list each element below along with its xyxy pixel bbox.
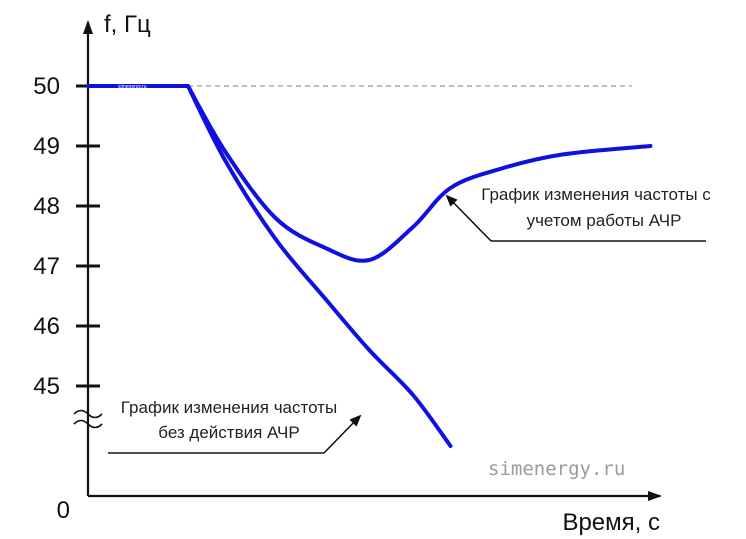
- annotation-without-achr-line-1: График изменения частоты: [121, 398, 337, 417]
- annotation-with-achr-line-1: График изменения частоты с: [481, 185, 711, 204]
- watermark-small: simenergy.ru: [118, 84, 147, 90]
- y-ticks: 50 49 48 47 46 45: [33, 73, 100, 400]
- annotation-without-achr-line-2: без действия АЧР: [158, 423, 299, 442]
- y-tick-label: 50: [33, 73, 60, 100]
- annotation-with-achr: График изменения частоты с учетом работы…: [445, 185, 711, 242]
- y-tick-label: 46: [33, 313, 60, 340]
- annotation-without-achr: График изменения частоты без действия АЧ…: [108, 398, 362, 454]
- y-axis-label: f, Гц: [104, 11, 151, 38]
- series-line-without-achr: [86, 84, 453, 448]
- y-tick-label: 48: [33, 193, 60, 220]
- annotation-without-achr-arrow: [323, 414, 362, 454]
- annotation-with-achr-arrow: [445, 194, 492, 242]
- y-tick-label: 49: [33, 133, 60, 160]
- y-tick-label: 47: [33, 253, 60, 280]
- annotation-with-achr-line-2: учетом работы АЧР: [527, 211, 682, 230]
- series-line-with-achr: [86, 84, 653, 263]
- series-layer: [86, 84, 653, 448]
- origin-label: 0: [57, 497, 70, 524]
- x-axis-label: Время, с: [562, 509, 660, 536]
- axis-break-icon: [73, 409, 103, 429]
- watermark: simenergy.ru: [488, 458, 625, 480]
- y-tick-label: 45: [33, 373, 60, 400]
